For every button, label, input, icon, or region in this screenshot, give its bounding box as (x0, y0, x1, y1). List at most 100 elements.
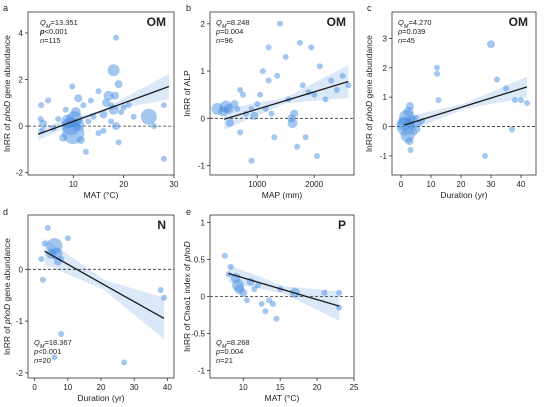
data-point (82, 148, 89, 155)
data-point (161, 294, 167, 301)
stat-part: M (46, 24, 51, 30)
data-point (406, 102, 414, 110)
stat-part: n (216, 36, 220, 45)
confidence-band (404, 76, 527, 133)
panel-a: 10 20 30 -2 0 2 4 MAT (°C) lnRR of phoD gene abu… (2, 3, 179, 200)
stat-part: =96 (220, 36, 233, 45)
panel-letter: a (3, 3, 8, 13)
data-point (45, 97, 52, 104)
panel-tag: P (338, 218, 346, 232)
stat-part: =8.248 (226, 18, 249, 27)
data-point (339, 72, 346, 79)
data-point (87, 97, 94, 104)
data-point (414, 126, 421, 133)
y-tick-label: -1 (198, 367, 206, 376)
x-tick-label: 10 (63, 383, 72, 392)
data-point (322, 96, 329, 103)
data-point (100, 127, 107, 134)
plot-frame (27, 11, 175, 176)
y-tick-label: 2 (19, 76, 24, 85)
data-point (333, 87, 340, 93)
x-tick-label: 40 (163, 383, 172, 392)
stat-part: =115 (44, 36, 60, 45)
data-point (273, 315, 280, 322)
x-axis-label: MAT (°C) (84, 190, 119, 200)
data-point (254, 101, 261, 108)
data-point (248, 157, 255, 164)
data-point (405, 137, 414, 146)
x-tick-label: 10 (69, 180, 78, 189)
stat-part: p (33, 347, 38, 356)
x-axis-label: MAT (°C) (265, 393, 300, 403)
y-tick-label: 0 (383, 123, 388, 132)
data-point (299, 82, 306, 89)
data-point (95, 88, 102, 95)
panel-tag: OM (327, 15, 346, 29)
data-point (251, 286, 258, 293)
x-tick-label: 0 (32, 383, 37, 392)
data-point (274, 72, 281, 79)
data-point (345, 82, 352, 89)
data-point (314, 153, 320, 160)
regression-line (403, 86, 528, 126)
stat-part: Q (34, 338, 40, 347)
data-point (55, 116, 62, 123)
stat-part: p (215, 347, 220, 356)
data-point (150, 123, 157, 130)
y-axis-label-part: lnRR of ALP (182, 70, 192, 117)
y-axis-label: lnRR of phoD gene abundance (2, 35, 12, 152)
stat-part: M (222, 344, 227, 350)
data-point (524, 100, 530, 106)
stat-line: p<0.001 (33, 347, 61, 356)
stat-part: <0.001 (38, 347, 61, 356)
y-axis-label-part: phoD (2, 304, 12, 325)
y-tick-label: 2 (383, 64, 388, 73)
data-point (243, 297, 250, 304)
panel-tag: OM (509, 15, 528, 29)
stat-part: M (222, 24, 227, 30)
data-point (44, 224, 51, 231)
y-tick-label: 0 (201, 114, 206, 123)
stat-part: <0.001 (45, 27, 68, 36)
stat-part: M (404, 24, 409, 30)
stat-line: n=20 (34, 356, 51, 365)
stat-part: p (397, 27, 402, 36)
data-point (268, 110, 275, 117)
data-point (58, 331, 65, 337)
stat-part: n (398, 36, 402, 45)
y-axis-label-part: lnRR of Chao1 index of (182, 262, 192, 352)
stat-part: =18.367 (44, 338, 71, 347)
x-tick-label: 40 (517, 180, 526, 189)
panel-tag: OM (147, 15, 166, 29)
stat-part: =0.004 (220, 347, 243, 356)
data-point (225, 119, 234, 127)
data-point (85, 118, 92, 125)
y-tick-label: -2 (16, 369, 24, 378)
data-point (227, 263, 234, 270)
y-tick-label: 0 (19, 122, 24, 131)
y-axis-label-part: gene abundance (2, 238, 12, 304)
data-point (239, 288, 248, 297)
data-point (221, 252, 228, 259)
y-axis-label-part: lnRR of (2, 121, 12, 152)
data-point (413, 114, 419, 121)
stat-line: QM=13.351 (40, 18, 78, 30)
data-point (240, 91, 246, 98)
stat-part: =21 (220, 356, 233, 365)
y-axis-label: lnRR of Chao1 index of phoD (182, 241, 192, 352)
data-point (38, 256, 45, 262)
stat-part: =20 (38, 356, 51, 365)
y-tick-label: -2 (16, 169, 24, 178)
data-point (262, 308, 269, 315)
data-point (316, 63, 323, 70)
data-point (509, 126, 515, 133)
data-point (64, 235, 71, 242)
panel-letter: e (186, 207, 191, 217)
data-point (258, 300, 265, 307)
data-point (503, 85, 509, 92)
data-point (51, 354, 58, 361)
y-axis-label-part: gene abundance (2, 35, 12, 101)
data-point (225, 271, 232, 278)
x-tick-label: 20 (119, 180, 128, 189)
data-point (487, 40, 495, 49)
